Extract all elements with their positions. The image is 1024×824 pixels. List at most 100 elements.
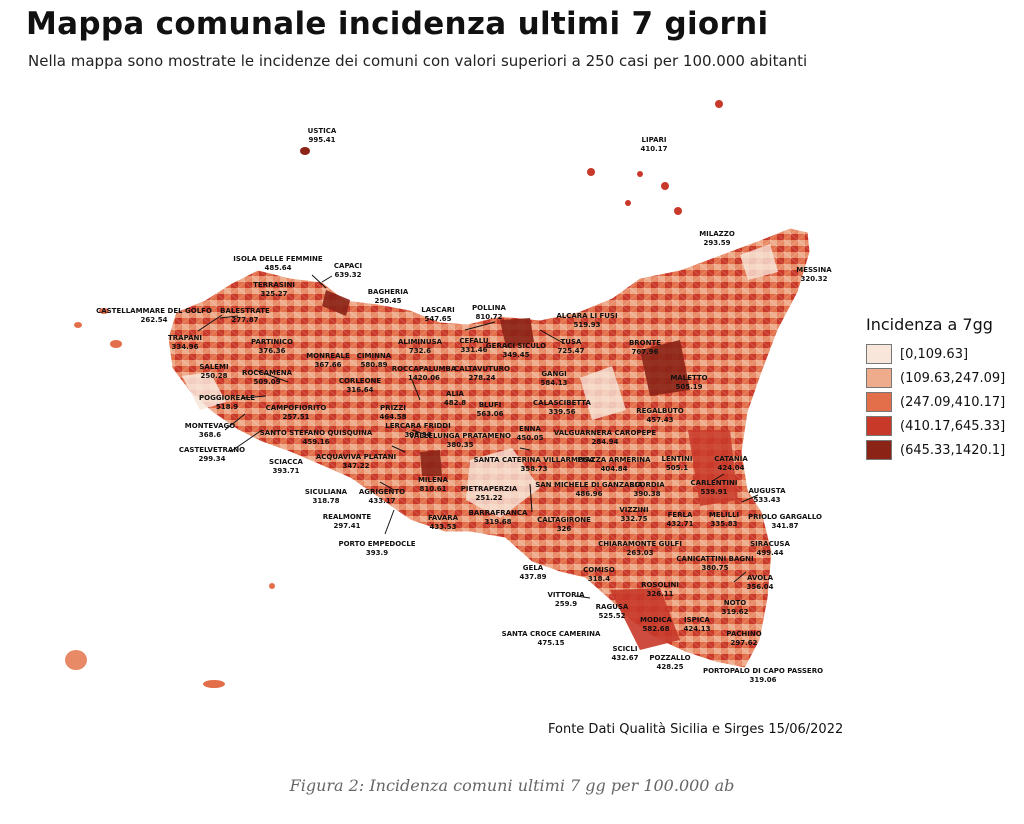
municipality-label: MELILLI 335.83	[709, 511, 739, 528]
municipality-label: LENTINI 505.1	[662, 455, 693, 472]
legend-title: Incidenza a 7gg	[866, 315, 993, 334]
municipality-value: 486.96	[575, 490, 602, 498]
municipality-label: MILAZZO 293.59	[699, 230, 735, 247]
municipality-value: 432.71	[666, 520, 693, 528]
island-linosa	[269, 583, 275, 589]
municipality-label: VALLELUNGA PRATAMENO 380.35	[409, 432, 511, 449]
municipality-value: 464.58	[379, 413, 406, 421]
municipality-value: 995.41	[308, 136, 335, 144]
municipality-value: 326	[557, 525, 572, 533]
municipality-value: 334.96	[171, 343, 198, 351]
municipality-label: BALESTRATE 277.87	[220, 307, 270, 324]
municipality-value: 482.8	[444, 399, 466, 407]
municipality-name: SCIACCA	[269, 458, 303, 466]
patch-dark-capaci	[322, 290, 350, 316]
municipality-label: ALIA 482.8	[444, 390, 466, 407]
municipality-name: POZZALLO	[649, 654, 690, 662]
patch-light-center	[466, 448, 540, 518]
municipality-name: CHIARAMONTE GULFI	[598, 540, 682, 548]
municipality-name: SCORDIA	[629, 481, 665, 489]
legend-swatch	[866, 344, 892, 364]
municipality-label: CALTAGIRONE 326	[537, 516, 591, 533]
municipality-name: MESSINA	[796, 266, 832, 274]
municipality-label: PORTO EMPEDOCLE 393.9	[338, 540, 415, 557]
municipality-label: ALCARA LI FUSI 519.93	[556, 312, 617, 329]
municipality-label: TUSA 725.47	[557, 338, 584, 355]
municipality-name: NOTO	[724, 599, 747, 607]
patch-light-east	[580, 366, 626, 420]
leader-line	[384, 509, 395, 535]
municipality-label: AGRIGENTO 433.17	[359, 488, 405, 505]
municipality-name: CAPACI	[334, 262, 362, 270]
municipality-value: 505.19	[675, 383, 702, 391]
municipality-name: USTICA	[308, 127, 337, 135]
municipality-name: SIRACUSA	[750, 540, 790, 548]
municipality-name: CARLENTINI	[691, 479, 738, 487]
municipality-label: LERCARA FRIDDI 398.86	[385, 422, 450, 439]
leader-line	[311, 274, 327, 289]
data-source-note: Fonte Dati Qualità Sicilia e Sirges 15/0…	[548, 722, 844, 737]
municipality-name: CORLEONE	[339, 377, 382, 385]
municipality-value: 584.13	[540, 379, 567, 387]
municipality-label: BARRAFRANCA 319.68	[469, 509, 529, 526]
municipality-label: FERLA 432.71	[666, 511, 693, 528]
municipality-name: CALASCIBETTA	[533, 399, 592, 407]
municipality-label: CAMPOFIORITO 257.51	[266, 404, 327, 421]
municipality-name: ISOLA DELLE FEMMINE	[233, 255, 323, 263]
municipality-value: 475.15	[537, 639, 564, 647]
municipality-name: ACQUAVIVA PLATANI	[316, 453, 396, 461]
municipality-name: PRIOLO GARGALLO	[748, 513, 822, 521]
municipality-value: 519.93	[573, 321, 600, 329]
municipality-name: PIETRAPERZIA	[461, 485, 518, 493]
leader-line	[219, 315, 239, 319]
island-lipari-5	[637, 171, 643, 177]
legend-label: (645.33,1420.1]	[900, 442, 1006, 458]
leader-line	[529, 483, 533, 513]
municipality-label: TRAPANI 334.96	[168, 334, 202, 351]
municipality-name: PARTINICO	[251, 338, 293, 346]
municipality-value: 316.64	[346, 386, 373, 394]
municipality-value: 505.1	[666, 464, 688, 472]
municipality-value: 563.06	[476, 410, 503, 418]
municipality-value: 278.24	[468, 374, 495, 382]
municipality-label: SALEMI 250.28	[199, 363, 228, 380]
municipality-name: LASCARI	[421, 306, 454, 314]
municipality-value: 767.96	[631, 348, 658, 356]
municipality-name: ROCCAMENA	[242, 369, 293, 377]
municipality-value: 262.54	[140, 316, 167, 324]
municipality-value: 376.36	[258, 347, 285, 355]
municipality-value: 319.68	[484, 518, 511, 526]
municipality-label: CARLENTINI 539.91	[691, 479, 738, 496]
patch-light-west	[182, 372, 226, 410]
leader-line	[575, 595, 591, 599]
municipality-value: 433.53	[429, 523, 456, 531]
leader-line	[411, 429, 431, 437]
municipality-label: CORLEONE 316.64	[339, 377, 382, 394]
municipality-name: TUSA	[561, 338, 583, 346]
legend-swatch	[866, 440, 892, 460]
municipality-label: SANTA CROCE CAMERINA 475.15	[502, 630, 601, 647]
municipality-label: SCICLI 432.67	[611, 645, 638, 662]
legend-item: (109.63,247.09]	[866, 366, 1005, 390]
municipality-name: LIPARI	[642, 136, 667, 144]
municipality-label: PRIOLO GARGALLO 341.87	[748, 513, 822, 530]
municipality-label: CALASCIBETTA 339.56	[533, 399, 592, 416]
municipality-value: 251.22	[475, 494, 502, 502]
leader-line	[741, 494, 759, 503]
municipality-label: MODICA 582.68	[640, 616, 672, 633]
municipality-label: CHIARAMONTE GULFI 263.03	[598, 540, 682, 557]
map-title: Mappa comunale incidenza ultimi 7 giorni	[26, 6, 769, 42]
municipality-value: 297.62	[730, 639, 757, 647]
municipality-name: MALETTO	[670, 374, 707, 382]
municipality-label: POZZALLO 428.25	[649, 654, 690, 671]
municipality-label: ACQUAVIVA PLATANI 347.22	[316, 453, 396, 470]
municipality-label: SANTA CATERINA VILLARMOSA 358.73	[474, 456, 595, 473]
municipality-label: REALMONTE 297.41	[323, 513, 372, 530]
municipality-name: REGALBUTO	[636, 407, 684, 415]
leader-line	[733, 571, 747, 583]
municipality-value: 533.43	[753, 496, 780, 504]
leader-line	[241, 395, 267, 399]
municipality-value: 1420.06	[408, 374, 440, 382]
municipality-label: CANICATTINI BAGNI 380.75	[676, 555, 753, 572]
municipality-value: 424.04	[717, 464, 744, 472]
